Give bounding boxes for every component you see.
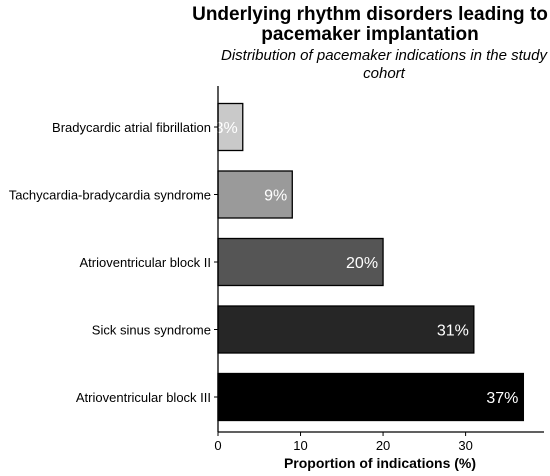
- bar-tachycardia-bradycardia-syndrome: [217, 170, 293, 219]
- x-tick-label-0: 0: [214, 438, 221, 453]
- category-label-atrioventricular-block-ii: Atrioventricular block II: [80, 255, 212, 270]
- data-label-sick-sinus-syndrome: 31%: [437, 323, 469, 340]
- category-label-sick-sinus-syndrome: Sick sinus syndrome: [92, 323, 211, 338]
- chart-subtitle: Distribution of pacemaker indications in…: [220, 47, 547, 82]
- data-label-bradycardic-atrial-fibrillation: 3%: [215, 120, 238, 137]
- category-label-atrioventricular-block-iii: Atrioventricular block III: [76, 390, 211, 405]
- x-tick-label-20: 20: [376, 438, 390, 453]
- x-tick-label-10: 10: [293, 438, 307, 453]
- category-label-tachycardia-bradycardia-syndrome: Tachycardia-bradycardia syndrome: [9, 188, 211, 203]
- data-label-atrioventricular-block-ii: 20%: [346, 255, 378, 272]
- bars-layer: 3% 9% 20% 31% 37%: [215, 102, 525, 422]
- bar-sick-sinus-syndrome: [217, 305, 475, 354]
- axes-layer: Bradycardic atrial fibrillation Tachycard…: [9, 86, 544, 453]
- x-axis-title: Proportion of indications (%): [284, 455, 476, 471]
- data-label-tachycardia-bradycardia-syndrome: 9%: [264, 188, 287, 205]
- chart-title: Underlying rhythm disorders leading to p…: [192, 4, 548, 45]
- data-label-atrioventricular-block-iii: 37%: [486, 390, 518, 407]
- bar-atrioventricular-block-iii: [217, 372, 525, 422]
- x-tick-label-30: 30: [458, 438, 472, 453]
- category-label-bradycardic-atrial-fibrillation: Bradycardic atrial fibrillation: [52, 120, 211, 135]
